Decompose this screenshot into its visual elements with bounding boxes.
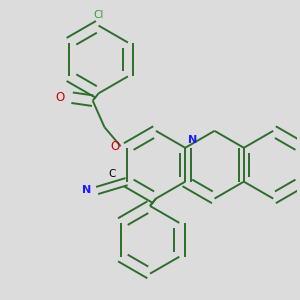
Text: O: O: [110, 140, 119, 153]
Text: N: N: [82, 185, 91, 196]
Text: Cl: Cl: [93, 10, 104, 20]
Text: N: N: [188, 135, 197, 145]
Text: O: O: [56, 91, 65, 104]
Text: C: C: [108, 169, 116, 179]
